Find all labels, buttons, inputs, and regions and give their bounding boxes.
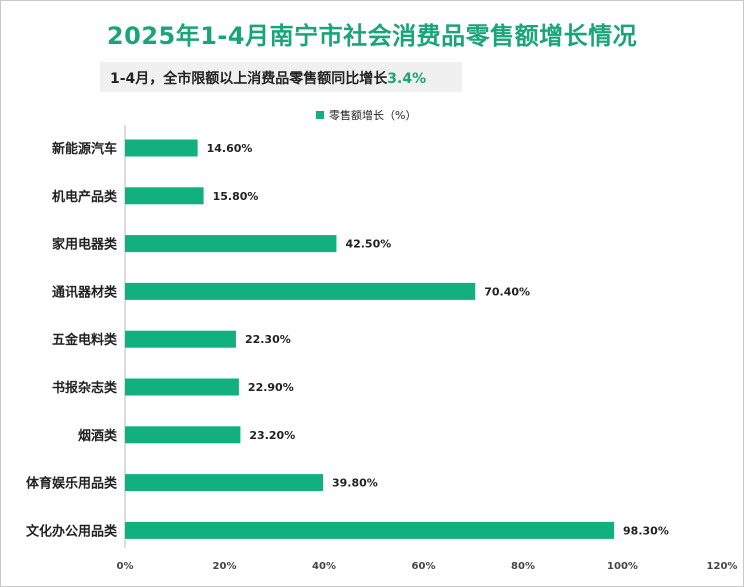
category-label: 文化办公用品类 bbox=[26, 523, 118, 539]
data-label: 23.20% bbox=[249, 429, 295, 442]
legend: 零售额增长（%） bbox=[316, 107, 416, 123]
bar bbox=[125, 187, 204, 205]
bar bbox=[125, 235, 337, 253]
subtitle-box: 1-4月，全市限额以上消费品零售额同比增长3.4% bbox=[100, 62, 462, 92]
x-tick-label: 0% bbox=[117, 561, 134, 572]
bar bbox=[125, 521, 615, 539]
legend-swatch bbox=[316, 111, 324, 119]
subtitle-highlight: 3.4% bbox=[387, 71, 427, 87]
category-label: 通讯器材类 bbox=[52, 284, 118, 300]
x-tick-label: 40% bbox=[312, 561, 336, 572]
category-label: 书报杂志类 bbox=[52, 380, 118, 396]
data-label: 22.30% bbox=[245, 333, 291, 346]
category-label: 家用电器类 bbox=[52, 237, 118, 253]
category-label: 烟酒类 bbox=[78, 428, 118, 444]
bar bbox=[125, 139, 198, 157]
data-label: 15.80% bbox=[213, 190, 259, 203]
data-label: 98.30% bbox=[623, 524, 669, 537]
data-label: 39.80% bbox=[332, 477, 378, 490]
x-tick-label: 20% bbox=[213, 561, 237, 572]
bar bbox=[125, 378, 239, 396]
bar bbox=[125, 426, 241, 444]
x-tick-label: 120% bbox=[707, 561, 738, 572]
data-label: 42.50% bbox=[345, 238, 391, 251]
x-tick-label: 100% bbox=[607, 561, 638, 572]
bar bbox=[125, 282, 476, 300]
category-label: 机电产品类 bbox=[52, 189, 118, 205]
category-label: 五金电料类 bbox=[52, 332, 118, 348]
bar bbox=[125, 474, 324, 492]
category-label: 体育娱乐用品类 bbox=[26, 476, 118, 492]
data-label: 70.40% bbox=[484, 285, 530, 298]
data-label: 22.90% bbox=[248, 381, 294, 394]
category-label: 新能源汽车 bbox=[52, 141, 117, 157]
subtitle: 1-4月，全市限额以上消费品零售额同比增长3.4% bbox=[110, 68, 426, 88]
x-tick-label: 60% bbox=[412, 561, 436, 572]
data-label: 14.60% bbox=[207, 142, 253, 155]
chart-title: 2025年1-4月南宁市社会消费品零售额增长情况 bbox=[106, 22, 638, 50]
subtitle-prefix: 1-4月，全市限额以上消费品零售额同比增长 bbox=[110, 71, 388, 87]
bar bbox=[125, 330, 236, 348]
legend-label: 零售额增长（%） bbox=[329, 109, 417, 122]
x-tick-label: 80% bbox=[511, 561, 535, 572]
